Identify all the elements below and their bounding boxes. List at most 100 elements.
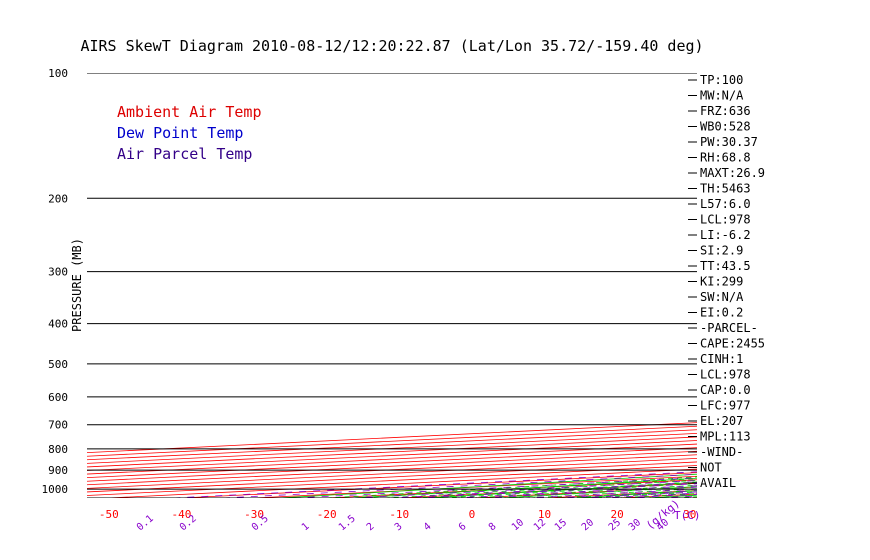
series-lines bbox=[793, 73, 870, 489]
legend-entry: Dew Point Temp bbox=[117, 124, 243, 142]
moist-adiabat-line bbox=[733, 90, 870, 498]
chart-title: AIRS SkewT Diagram 2010-08-12/12:20:22.8… bbox=[80, 37, 703, 55]
bottom-tick-label: -30 bbox=[244, 508, 264, 521]
isotherm-line bbox=[87, 422, 697, 454]
moist-adiabat-line bbox=[355, 478, 697, 498]
index-entry: NOT bbox=[700, 461, 722, 475]
mixing-ratio-label: 3 bbox=[393, 521, 405, 533]
pressure-tick-label: 1000 bbox=[42, 483, 69, 496]
pressure-tick-label: 300 bbox=[48, 266, 68, 279]
index-entry: KI:299 bbox=[700, 275, 743, 289]
mixing-ratio-label: 30 bbox=[627, 517, 643, 533]
index-entry: SI:2.9 bbox=[700, 244, 743, 258]
x-axis-label: T(C) bbox=[674, 509, 701, 522]
index-entry: FRZ:636 bbox=[700, 104, 751, 118]
bottom-tick-label: -20 bbox=[317, 508, 337, 521]
isotherm-line bbox=[835, 73, 870, 498]
mixing-ratio-line bbox=[522, 488, 697, 498]
index-entry: CINH:1 bbox=[700, 352, 743, 366]
index-entry: AVAIL bbox=[700, 476, 736, 490]
series-line bbox=[844, 73, 870, 489]
mixing-ratio-label: 15 bbox=[553, 517, 569, 533]
index-entry: TP:100 bbox=[700, 73, 743, 87]
bottom-tick-label: -50 bbox=[99, 508, 119, 521]
index-entry: MPL:113 bbox=[700, 430, 751, 444]
bottom-tick-labels: -50 -40 -30 -20 -10 0 10 20 30 bbox=[99, 508, 697, 521]
isotherm-lines bbox=[87, 73, 870, 498]
mixing-ratio-line bbox=[481, 486, 697, 498]
dry-adiabat-line bbox=[426, 481, 697, 498]
mixing-ratio-line bbox=[387, 482, 697, 498]
index-entry: PW:30.37 bbox=[700, 135, 758, 149]
index-entry: LCL:978 bbox=[700, 368, 751, 382]
mixing-ratio-label: 8 bbox=[487, 521, 499, 533]
isotherm-line bbox=[87, 425, 697, 457]
dry-adiabat-line bbox=[278, 473, 697, 498]
index-entry: RH:68.8 bbox=[700, 151, 751, 165]
pressure-lines bbox=[87, 73, 697, 498]
mixing-ratio-line bbox=[351, 480, 697, 498]
moist-adiabat-line bbox=[442, 483, 697, 498]
index-entry: TH:5463 bbox=[700, 182, 751, 196]
bottom-tick-label: 0 bbox=[469, 508, 476, 521]
mixing-ratio-label: 6 bbox=[457, 521, 469, 533]
dry-adiabat-lines bbox=[278, 73, 870, 498]
bottom-tick-label: 20 bbox=[610, 508, 623, 521]
pressure-tick-label: 400 bbox=[48, 318, 68, 331]
moist-adiabat-line bbox=[413, 481, 697, 498]
index-entry: EL:207 bbox=[700, 414, 743, 428]
index-entry: SW:N/A bbox=[700, 290, 744, 304]
y-axis-label: PRESSURE (MB) bbox=[70, 238, 84, 332]
mixing-ratio-label: 20 bbox=[580, 517, 596, 533]
pressure-tick-label: 600 bbox=[48, 391, 68, 404]
pressure-tick-label: 900 bbox=[48, 464, 68, 477]
bottom-tick-label: -40 bbox=[171, 508, 191, 521]
index-entry: MAXT:26.9 bbox=[700, 166, 765, 180]
index-entry: MW:N/A bbox=[700, 89, 744, 103]
pressure-tick-label: 800 bbox=[48, 443, 68, 456]
index-entry: LI:-6.2 bbox=[700, 228, 751, 242]
pressure-tick-labels: 100 200 300 400 500 600 700 800 900 1000 bbox=[42, 67, 69, 496]
isotherm-line bbox=[254, 475, 697, 498]
mixing-ratio-label: 10 bbox=[510, 517, 526, 533]
mixing-ratio-label: 1 bbox=[300, 521, 312, 533]
moist-adiabat-line bbox=[646, 494, 697, 498]
pressure-tick-label: 100 bbox=[48, 67, 68, 80]
plot-area bbox=[87, 73, 870, 498]
index-entry: CAPE:2455 bbox=[700, 337, 765, 351]
index-entry: EI:0.2 bbox=[700, 306, 743, 320]
pressure-tick-label: 200 bbox=[48, 192, 68, 205]
legend: Ambient Air Temp Dew Point Temp Air Parcel… bbox=[117, 103, 262, 163]
index-entry: WB0:528 bbox=[700, 120, 751, 134]
mixing-ratio-label: 2 bbox=[365, 521, 377, 533]
mixing-ratio-label: 0.1 bbox=[135, 513, 156, 533]
moist-adiabat-line bbox=[762, 82, 870, 498]
legend-entry: Ambient Air Temp bbox=[117, 103, 262, 121]
moist-adiabat-line bbox=[471, 484, 697, 498]
index-entry: LFC:977 bbox=[700, 399, 751, 413]
pressure-tick-label: 500 bbox=[48, 358, 68, 371]
pressure-tick-label: 700 bbox=[48, 419, 68, 432]
dry-adiabat-line bbox=[794, 73, 870, 498]
index-entry: LCL:978 bbox=[700, 213, 751, 227]
mixing-ratio-line bbox=[414, 483, 697, 498]
series-line bbox=[793, 73, 870, 489]
index-entry: CAP:0.0 bbox=[700, 383, 751, 397]
index-entry: TT:43.5 bbox=[700, 259, 751, 273]
bottom-tick-label: 30 bbox=[683, 508, 696, 521]
mixing-ratio-line bbox=[222, 473, 697, 498]
mixing-ratio-label: 4 bbox=[422, 521, 434, 533]
isotherm-line bbox=[399, 482, 697, 498]
bottom-tick-label: 10 bbox=[538, 508, 551, 521]
series-line bbox=[844, 73, 870, 489]
index-entry: -PARCEL- bbox=[700, 321, 758, 335]
index-entry: L57:6.0 bbox=[700, 197, 751, 211]
index-entry: -WIND- bbox=[700, 445, 743, 459]
legend-entry: Air Parcel Temp bbox=[117, 145, 252, 163]
moist-adiabat-lines bbox=[326, 82, 870, 498]
bottom-tick-label: -10 bbox=[389, 508, 409, 521]
isotherm-line bbox=[762, 73, 870, 498]
mixing-ratio-label: 1.5 bbox=[337, 513, 358, 533]
